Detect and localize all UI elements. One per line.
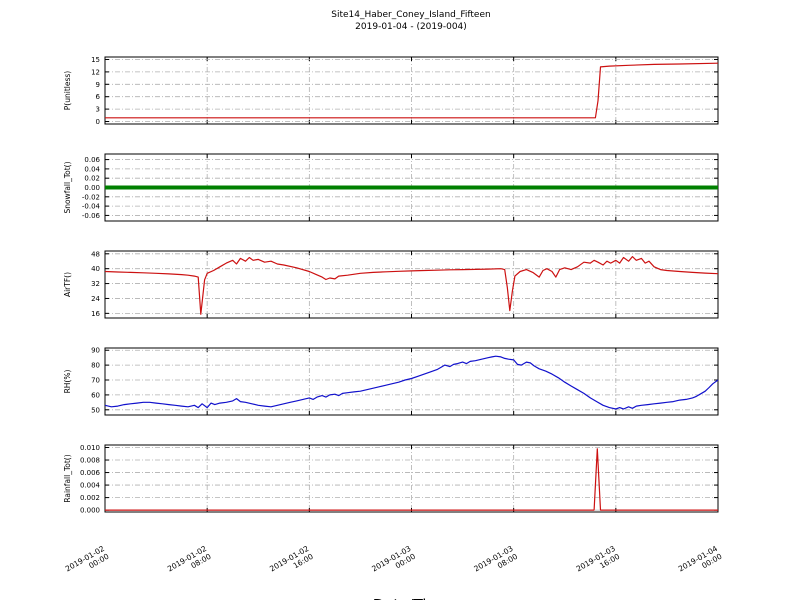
- x-tick-label: 2019-01-0316:00: [575, 544, 622, 581]
- y-tick-label: 60: [91, 391, 100, 399]
- series-line-airtf: [104, 256, 719, 315]
- y-tick-label: 0.00: [84, 184, 100, 192]
- y-tick-label: 6: [96, 93, 101, 101]
- plot-frame: [104, 56, 719, 125]
- chart-subtitle: 2019-01-04 - (2019-004): [355, 22, 467, 32]
- y-tick-label: 0.006: [80, 469, 101, 477]
- y-tick-label: 50: [91, 406, 100, 414]
- panel-p-unitless: 0 3 6 9 12 15 P(unitless): [63, 56, 719, 126]
- series-line-rh: [104, 355, 719, 410]
- y-tick-label: 15: [91, 56, 100, 64]
- y-tick-label: 70: [91, 377, 100, 385]
- y-tick-label: 0.010: [80, 444, 100, 452]
- y-tick-label: 16: [91, 310, 100, 318]
- y-tick-label: 9: [96, 81, 100, 89]
- y-axis-label: Snowfall_Tot(): [63, 161, 72, 213]
- chart-panels: 0 3 6 9 12 15 P(unitless) -0.06 -0.04 -0.02 0.00 0.…: [0, 53, 800, 538]
- x-tick-label: 2019-01-0216:00: [268, 544, 315, 581]
- y-tick-label: 12: [91, 68, 100, 76]
- y-tick-label: 90: [91, 347, 100, 355]
- x-tick-label: 2019-01-0200:00: [64, 544, 111, 581]
- y-axis-label: Rainfall_Tot(): [63, 454, 72, 502]
- chart-title: Site14_Haber_Coney_Island_Fifteen: [331, 10, 491, 20]
- xaxis-tick-strip: 2019-01-0200:00 2019-01-0208:00 2019-01-02…: [64, 544, 724, 581]
- y-tick-label: 0.02: [84, 175, 100, 183]
- xaxis-label: Date/Time: [100, 596, 723, 600]
- plot-frame: [104, 347, 719, 416]
- y-tick-label: 0.06: [84, 156, 100, 164]
- plot-frame: [104, 444, 719, 513]
- y-axis-label: AirTF(): [63, 272, 72, 297]
- y-axis-label: P(unitless): [63, 71, 72, 110]
- y-tick-label: 40: [91, 265, 100, 273]
- x-tick-label: 2019-01-0400:00: [677, 544, 724, 581]
- series-line-rainfall-tot: [105, 448, 718, 511]
- y-tick-label: 0.04: [84, 165, 100, 173]
- y-tick-label: 0.008: [80, 457, 100, 465]
- y-tick-label: 24: [91, 295, 100, 303]
- y-tick-label: 0: [96, 118, 100, 126]
- y-tick-label: 0.004: [80, 482, 101, 490]
- y-tick-label: -0.04: [82, 203, 101, 211]
- chart-header: Site14_Haber_Coney_Island_Fifteen 2019-0…: [11, 0, 800, 53]
- y-tick-label: 0.000: [80, 507, 100, 515]
- y-axis-label: RH(%): [63, 370, 72, 394]
- xaxis-strip: 2019-01-0200:00 2019-01-0208:00 2019-01-02…: [0, 538, 800, 594]
- y-tick-label: 0.002: [80, 494, 100, 502]
- series-line-p-unitless: [105, 62, 719, 119]
- panel-rainfall-tot: 0.000 0.002 0.004 0.006 0.008 0.010 Rainfall_T…: [63, 444, 719, 515]
- y-tick-label: 3: [96, 106, 100, 114]
- y-tick-label: 48: [91, 250, 100, 258]
- panel-rh: 50 60 70 80 90 RH(%): [63, 347, 719, 416]
- panel-snowfall-tot: -0.06-0.04 -0.020.000.02 0.040.06 Snowfall_…: [63, 153, 719, 222]
- plot-frame: [104, 250, 719, 319]
- y-tick-label: 32: [91, 280, 100, 288]
- x-tick-label: 2019-01-0208:00: [166, 544, 213, 581]
- y-tick-label: 80: [91, 362, 100, 370]
- x-tick-label: 2019-01-0308:00: [472, 544, 519, 581]
- x-tick-label: 2019-01-0300:00: [370, 544, 417, 581]
- y-tick-label: -0.06: [82, 212, 101, 220]
- y-tick-label: -0.02: [82, 193, 100, 201]
- panel-airtf: 16 24 32 40 48 AirTF(): [63, 250, 719, 319]
